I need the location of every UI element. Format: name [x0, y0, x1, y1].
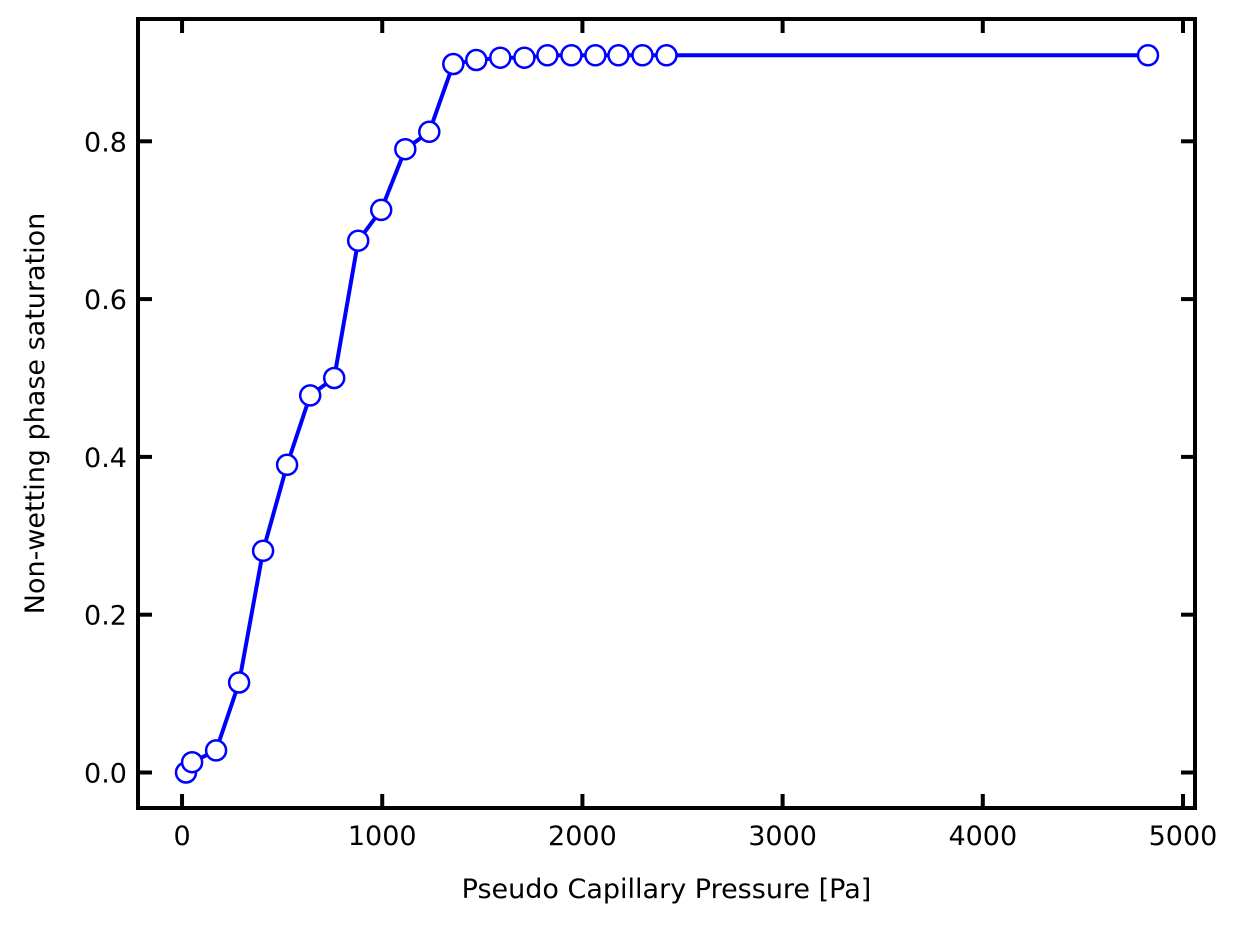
y-tick-label: 0.6 [84, 285, 127, 316]
y-tick-label: 0.4 [84, 443, 127, 474]
data-point [418, 120, 441, 144]
data-point [394, 137, 417, 161]
data-point [369, 198, 393, 222]
data-point [275, 453, 299, 477]
data-point [655, 44, 678, 67]
x-tick-label: 5000 [1149, 821, 1218, 852]
plot-frame [136, 17, 1197, 810]
x-tick-label: 4000 [948, 821, 1017, 852]
data-point [1136, 44, 1160, 67]
data-point [322, 366, 346, 390]
data-point [227, 671, 251, 694]
x-tick-label: 0 [173, 821, 190, 852]
axis-ticks [138, 19, 1195, 808]
y-tick-label: 0.2 [84, 601, 127, 632]
data-point [536, 44, 559, 67]
x-tick-label: 3000 [748, 821, 817, 852]
y-tick-label: 0.0 [84, 758, 127, 789]
x-tick-label: 1000 [348, 821, 417, 852]
data-point [513, 46, 536, 69]
data-point [584, 44, 607, 67]
data-point [465, 48, 488, 72]
data-point [251, 539, 275, 563]
data-point [204, 739, 228, 762]
data-point [631, 44, 654, 67]
data-point [560, 44, 583, 67]
data-point [180, 750, 204, 774]
y-axis-title: Non-wetting phase saturation [20, 213, 51, 615]
x-tick-label: 2000 [548, 821, 617, 852]
data-point [489, 46, 512, 69]
data-point [346, 229, 370, 252]
data-point [607, 44, 630, 67]
y-tick-label: 0.8 [84, 127, 127, 158]
plot-area [174, 44, 1160, 784]
x-axis-title: Pseudo Capillary Pressure [Pa] [462, 874, 872, 905]
tick-labels: 0 1000 2000 3000 4000 5000 0.0 0.2 0.4 0.6 0.8 [84, 127, 1217, 852]
data-point [298, 384, 322, 407]
data-point [442, 52, 465, 76]
